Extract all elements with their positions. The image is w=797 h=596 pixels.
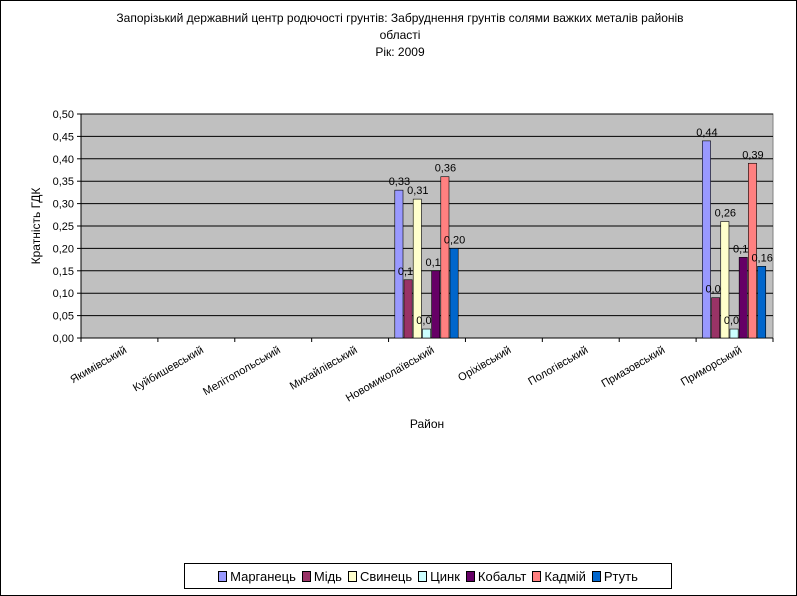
legend-label: Кадмій — [544, 568, 586, 584]
legend-swatch — [218, 570, 228, 582]
x-tick-label: Оріхівський — [456, 344, 513, 384]
bar — [711, 297, 721, 339]
chart-title-line-2: області — [379, 28, 421, 42]
bar — [412, 198, 422, 339]
y-tick-label: 0,05 — [53, 311, 74, 323]
x-tick-label: Куйбишевський — [131, 344, 206, 394]
y-tick-label: 0,15 — [53, 266, 74, 278]
y-tick-label: 0,00 — [53, 333, 74, 345]
bar — [440, 176, 450, 339]
legend-swatch — [532, 570, 542, 582]
bar — [702, 140, 711, 339]
legend-swatch — [418, 570, 428, 582]
legend-label: Кобальт — [477, 568, 527, 584]
legend-item: Кадмій — [532, 568, 586, 584]
y-axis-label: Кратність ГДК — [29, 188, 43, 265]
data-label: 0,16 — [751, 252, 772, 264]
x-tick-label: Михайлівський — [288, 344, 360, 392]
legend-label: Свинець — [359, 568, 413, 584]
legend-swatch — [347, 570, 357, 582]
x-axis-label: Район — [410, 417, 444, 431]
bar — [431, 270, 441, 339]
y-tick-label: 0,10 — [53, 288, 74, 300]
legend-swatch — [591, 570, 601, 582]
bar — [757, 266, 767, 339]
bar — [422, 328, 431, 339]
plot-area: 0,00 0,05 0,10 0,15 0,20 0,25 0,30 0,35 0,40 0,45… — [53, 109, 774, 405]
legend-label: Ртуть — [603, 568, 638, 584]
chart-title-line-1: Запорізький державний центр родючості гр… — [116, 11, 684, 25]
data-label: 0,44 — [696, 127, 717, 139]
data-label: 0,26 — [715, 208, 736, 220]
legend-item: Свинець — [347, 568, 413, 584]
y-tick-label: 0,40 — [53, 154, 74, 166]
bar — [449, 248, 459, 339]
bar — [738, 257, 748, 339]
legend-item: Мідь — [301, 568, 342, 584]
legend-label: Цинк — [430, 568, 460, 584]
legend-item: Ртуть — [591, 568, 638, 584]
x-tick-label: Пологівський — [526, 344, 590, 388]
y-tick-label: 0,30 — [53, 199, 74, 211]
bar — [394, 189, 404, 339]
legend-swatch — [301, 570, 311, 582]
legend-item: Марганець — [218, 569, 296, 584]
chart-subtitle-year: Рік: 2009 — [375, 45, 425, 59]
bar — [403, 279, 413, 339]
x-tick-label: Мелітопольський — [201, 344, 283, 398]
bar — [729, 328, 739, 339]
legend-swatch — [465, 570, 475, 582]
chart-legend: Марганець Мідь Свинець Цинк Кобальт Кадмій Рту… — [184, 563, 672, 589]
data-label: 0,36 — [435, 163, 456, 175]
y-tick-label: 0,35 — [53, 176, 74, 188]
y-tick-label: 0,20 — [53, 243, 74, 255]
data-label: 0,33 — [389, 176, 410, 188]
legend-item: Цинк — [418, 569, 460, 584]
data-label: 0,31 — [407, 185, 428, 197]
bar — [748, 162, 757, 339]
data-label: 0,39 — [742, 149, 763, 161]
legend-item: Кобальт — [465, 568, 527, 584]
legend-label: Марганець — [230, 568, 296, 584]
legend-label: Мідь — [313, 568, 342, 584]
y-tick-label: 0,25 — [53, 221, 74, 233]
data-label: 0,20 — [444, 234, 465, 246]
x-tick-label: Якимівський — [68, 344, 129, 386]
chart-canvas: 0,00 0,05 0,10 0,15 0,20 0,25 0,30 0,35 0,40 0,45… — [29, 109, 774, 431]
bar — [720, 221, 730, 339]
y-tick-label: 0,50 — [53, 109, 74, 121]
y-tick-label: 0,45 — [53, 131, 74, 143]
x-tick-label: Приморський — [679, 344, 744, 389]
x-tick-label: Приазовський — [599, 344, 667, 390]
